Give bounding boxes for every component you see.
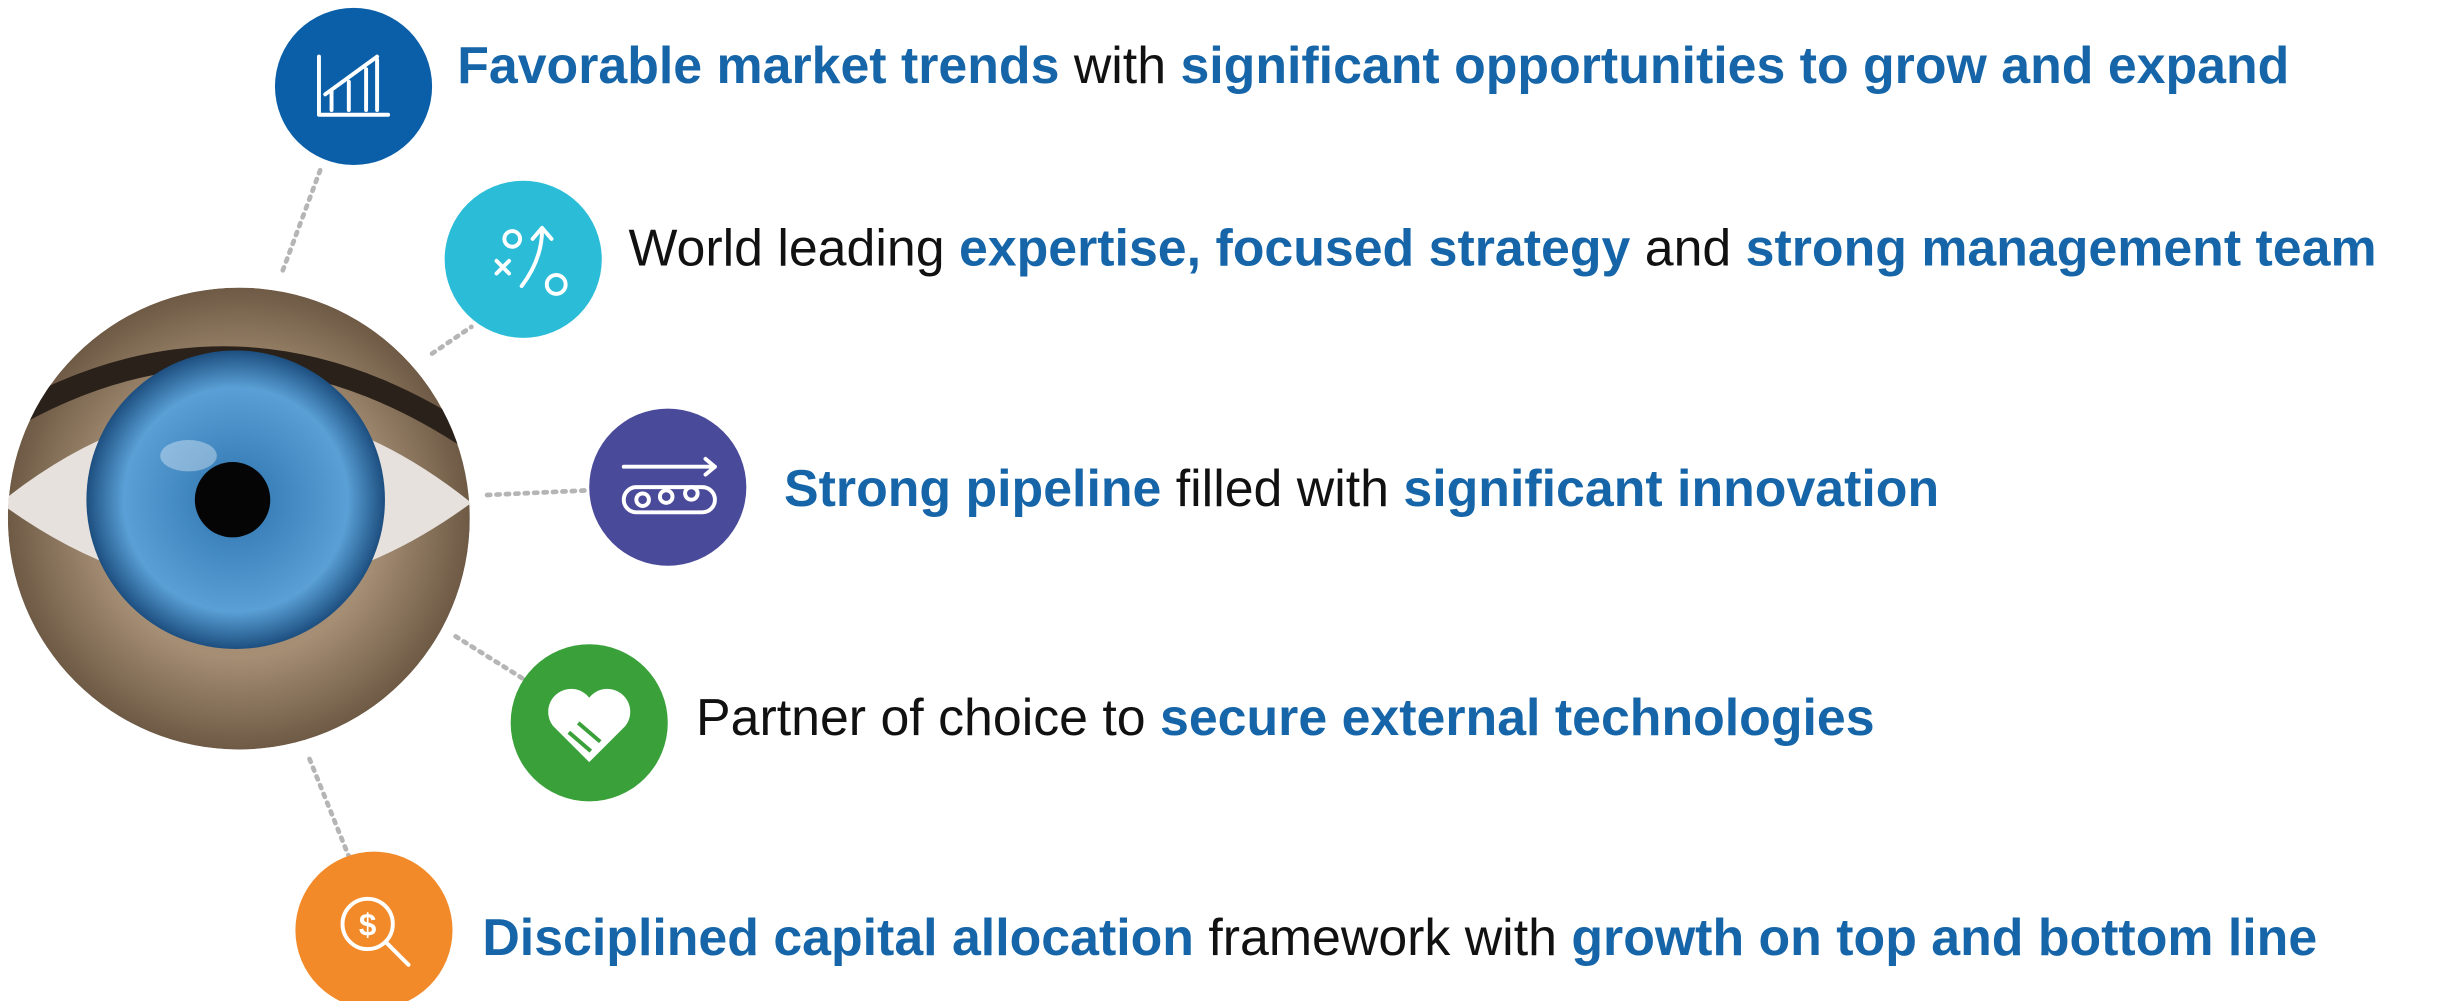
highlight-text: growth on top and bottom line (1571, 908, 2317, 966)
plain-text: Partner of choice to (696, 688, 1160, 746)
dotted-connectors (280, 162, 592, 859)
svg-text:$: $ (359, 907, 377, 942)
highlight-text: strong management team (1746, 218, 2377, 276)
icon-market (274, 7, 433, 166)
icon-partner (510, 644, 668, 802)
icon-strategy (444, 180, 602, 338)
eye-photo (7, 287, 470, 750)
statement: Disciplined capital allocation framework… (482, 908, 2317, 966)
highlight-text: Disciplined capital allocation (482, 908, 1194, 966)
statement: Strong pipeline filled with significant … (784, 459, 1939, 517)
statement: Partner of choice to secure external tec… (696, 688, 1875, 746)
statement: World leading expertise, focused strateg… (628, 218, 2376, 276)
plain-text: framework with (1194, 908, 1571, 966)
icon-pipeline (589, 408, 747, 566)
statement: Favorable market trends with significant… (457, 36, 2289, 94)
highlight-text: secure external technologies (1160, 688, 1875, 746)
highlight-text: significant innovation (1403, 459, 1939, 517)
highlight-text: significant opportunities to grow and ex… (1180, 36, 2289, 94)
plain-text: with (1059, 36, 1180, 94)
icon-capital: $ (295, 851, 453, 1001)
highlight-text: Strong pipeline (784, 459, 1161, 517)
highlight-text: Favorable market trends (457, 36, 1059, 94)
plain-text: filled with (1161, 459, 1403, 517)
highlight-text: expertise, focused strategy (959, 218, 1631, 276)
plain-text: World leading (628, 218, 958, 276)
plain-text: and (1630, 218, 1745, 276)
